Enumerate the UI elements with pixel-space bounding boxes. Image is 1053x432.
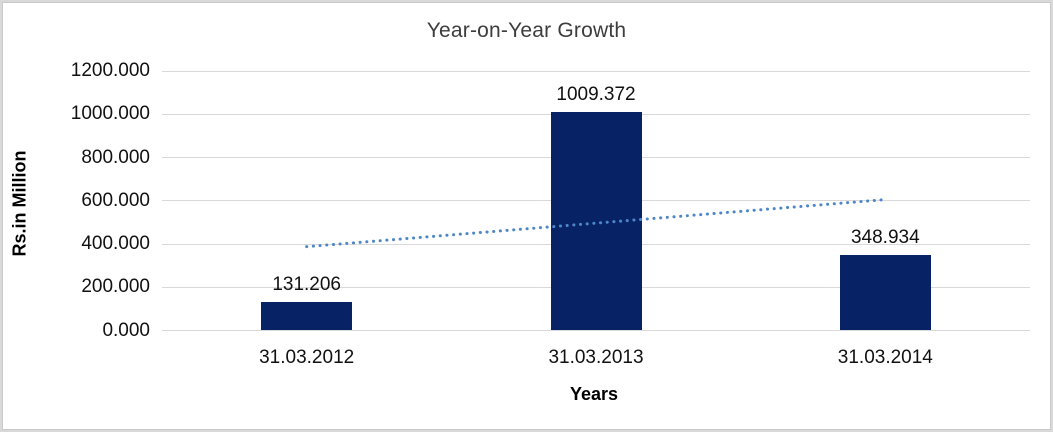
y-axis-tick-label: 400.000 [81,233,150,254]
bar-data-label: 131.206 [272,274,341,296]
bar-data-label: 1009.372 [556,84,636,106]
y-axis-tick-label: 1200.000 [70,60,150,81]
bar [839,255,931,331]
y-axis-tick-label: 800.000 [81,146,150,168]
chart-title: Year-on-Year Growth [426,19,627,42]
bar [550,112,642,331]
y-axis-title: Rs.in Million [9,150,30,257]
y-axis-tick-label: 200.000 [81,276,150,298]
y-gridline [162,330,1030,331]
y-gridline [162,70,1030,72]
x-axis-category-label: 31.03.2014 [837,347,933,368]
x-axis-title: Years [569,384,619,404]
y-axis-tick-label: 600.000 [81,189,150,211]
x-axis-category-label: 31.03.2013 [548,347,644,368]
y-axis-tick-label: 0.000 [102,319,150,341]
bar-data-label: 348.934 [850,227,920,249]
bar [261,302,353,331]
x-axis-category-label: 31.03.2012 [259,347,355,368]
y-axis-tick-label: 1000.000 [70,103,150,125]
